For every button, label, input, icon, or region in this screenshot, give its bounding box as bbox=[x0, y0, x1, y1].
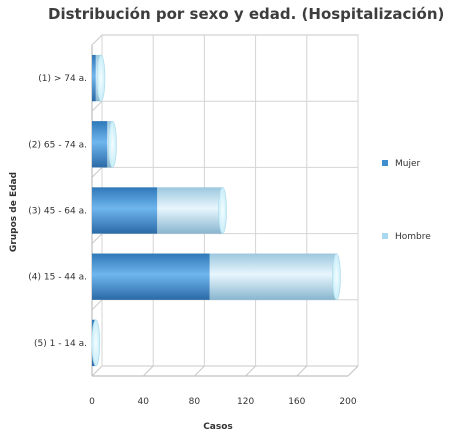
bar-mujer bbox=[92, 54, 96, 102]
category-label: (3) 45 - 64 a. bbox=[28, 207, 87, 217]
x-tick-label: 0 bbox=[89, 397, 95, 407]
x-tick-label: 80 bbox=[189, 397, 201, 407]
gridline-depth bbox=[194, 365, 205, 377]
bar-end-cap bbox=[332, 253, 341, 301]
legend-label-hombre: Hombre bbox=[395, 232, 431, 242]
bar-hombre bbox=[209, 253, 337, 300]
category-label: (4) 15 - 44 a. bbox=[28, 273, 87, 283]
bar-mujer bbox=[92, 253, 210, 300]
legend-swatch-mujer bbox=[382, 160, 388, 166]
legend: Mujer Hombre bbox=[382, 159, 431, 242]
y-axis-title: Grupos de Edad bbox=[9, 172, 19, 252]
bars bbox=[91, 54, 341, 367]
gridline-depth bbox=[245, 365, 256, 377]
gridline-depth bbox=[296, 365, 308, 377]
gridline-depth bbox=[142, 365, 154, 377]
category-label: (1) > 74 a. bbox=[38, 74, 87, 84]
gridline-depth bbox=[91, 299, 103, 311]
bar-hombre bbox=[157, 187, 223, 234]
bar-end-cap bbox=[108, 120, 117, 168]
chart-title: Distribución por sexo y edad. (Hospitali… bbox=[48, 5, 444, 23]
x-axis-ticks: 0 40 80 120 160 200 bbox=[89, 397, 357, 407]
x-tick-label: 200 bbox=[339, 397, 356, 407]
x-tick-label: 40 bbox=[137, 397, 149, 407]
bar-end-cap bbox=[96, 54, 106, 102]
x-tick-label: 120 bbox=[237, 397, 254, 407]
legend-swatch-hombre bbox=[382, 233, 388, 239]
bar-end-cap bbox=[91, 319, 101, 367]
frame-edge bbox=[91, 34, 103, 46]
x-axis-title: Casos bbox=[203, 422, 233, 432]
x-tick-label: 160 bbox=[288, 397, 305, 407]
gridline-depth bbox=[347, 365, 359, 377]
gridline-depth bbox=[91, 167, 103, 178]
category-labels: (1) > 74 a. (2) 65 - 74 a. (3) 45 - 64 a. (… bbox=[28, 74, 87, 349]
gridline-depth bbox=[91, 100, 103, 112]
gridline-depth bbox=[91, 233, 103, 244]
bar-mujer bbox=[92, 187, 158, 234]
legend-label-mujer: Mujer bbox=[395, 159, 421, 169]
category-label: (2) 65 - 74 a. bbox=[28, 140, 87, 150]
gridline-depth bbox=[91, 365, 103, 377]
bar-end-cap bbox=[218, 187, 227, 234]
category-label: (5) 1 - 14 a. bbox=[34, 339, 87, 349]
bar-mujer bbox=[92, 121, 108, 168]
